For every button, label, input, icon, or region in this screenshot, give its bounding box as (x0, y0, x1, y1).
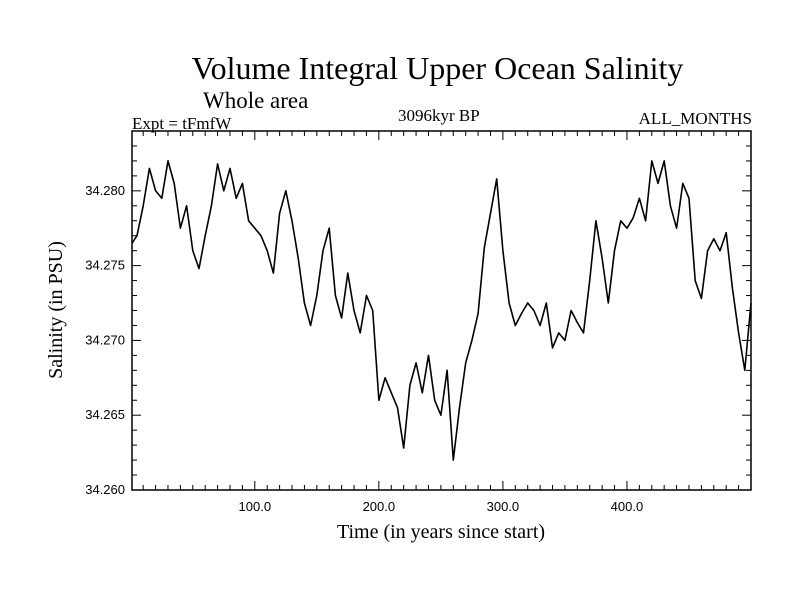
salinity-series-line (131, 160, 752, 461)
x-axis-label: Time (in years since start) (337, 521, 545, 543)
x-tick-label: 300.0 (487, 499, 520, 514)
x-tick-label: 400.0 (611, 499, 644, 514)
chart-title: Volume Integral Upper Ocean Salinity (191, 50, 684, 86)
y-tick-label: 34.270 (85, 332, 125, 347)
chart-subtitle: Whole area (203, 88, 309, 113)
period-label: 3096kyr BP (398, 106, 480, 125)
x-tick-label: 100.0 (239, 499, 272, 514)
months-label: ALL_MONTHS (638, 109, 752, 128)
x-tick-label: 200.0 (363, 499, 396, 514)
y-tick-label: 34.275 (85, 258, 125, 273)
axis-ticks (132, 131, 751, 490)
y-axis-label: Salinity (in PSU) (45, 241, 67, 379)
y-tick-label: 34.280 (85, 183, 125, 198)
experiment-label: Expt = tFmfW (132, 114, 232, 133)
y-tick-label: 34.260 (85, 482, 125, 497)
y-tick-label: 34.265 (85, 407, 125, 422)
axis-tick-labels: 100.0 200.0 300.0 400.0 34.260 34.265 34.270 34… (85, 183, 643, 514)
